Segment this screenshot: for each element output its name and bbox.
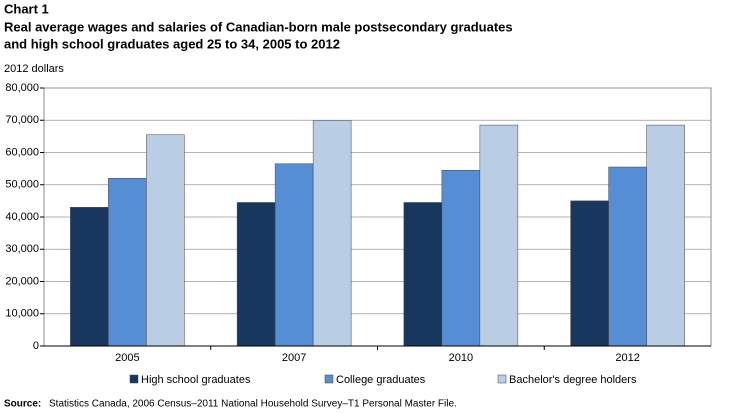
source-text: Statistics Canada, 2006 Census–2011 Nati… (49, 399, 457, 410)
x-tick-label: 2010 (449, 352, 473, 364)
bar (146, 134, 185, 347)
y-tick-label: 40,000 (5, 211, 39, 223)
y-tick-label: 0 (33, 340, 39, 352)
chart-title: Real average wages and salaries of Canad… (4, 19, 513, 34)
legend-swatch (324, 374, 334, 384)
bar (274, 163, 314, 347)
y-axis-label: 2012 dollars (4, 63, 64, 75)
chart-label: Chart 1 (4, 1, 49, 16)
y-tick-label: 70,000 (5, 114, 39, 126)
legend-swatch (129, 374, 139, 384)
y-tick-label: 10,000 (5, 308, 39, 320)
y-tick-label: 80,000 (5, 82, 39, 94)
bar (479, 124, 519, 347)
source-label: Source: (4, 399, 41, 410)
legend-label: College graduates (336, 374, 426, 386)
y-tick-label: 60,000 (5, 146, 39, 158)
x-tick-label: 2007 (282, 352, 306, 364)
bar (570, 200, 609, 347)
bar (441, 169, 481, 347)
bar (108, 178, 147, 347)
legend-label: High school graduates (141, 374, 251, 386)
y-tick-label: 20,000 (5, 275, 39, 287)
bar (236, 202, 276, 347)
y-tick-label: 30,000 (5, 243, 39, 255)
x-tick-label: 2005 (115, 352, 139, 364)
bar (70, 207, 109, 347)
bar (646, 124, 685, 347)
legend-label: Bachelor's degree holders (509, 374, 637, 386)
legend-swatch (497, 374, 507, 384)
chart-title: and high school graduates aged 25 to 34,… (4, 36, 340, 51)
y-tick-label: 50,000 (5, 179, 39, 191)
bar (608, 166, 647, 347)
bar (312, 120, 352, 347)
x-tick-label: 2012 (615, 352, 639, 364)
bar (403, 202, 443, 347)
